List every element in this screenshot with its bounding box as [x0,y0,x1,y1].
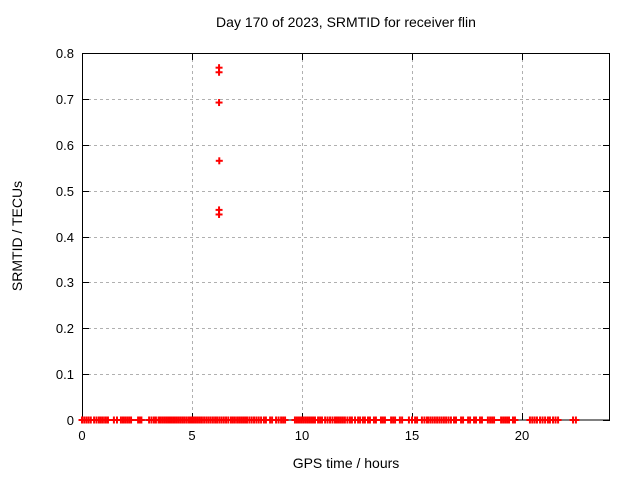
data-point-marker [215,157,223,165]
data-point-marker [478,416,486,424]
y-tick-label: 0.5 [56,184,74,199]
data-point-marker [398,416,406,424]
gridlines [82,53,610,420]
data-point-marker [104,416,112,424]
data-point-marker [511,416,519,424]
data-point-marker [127,416,135,424]
tick-labels: 0 5 10 15 20 0 0.1 0.2 0.3 0.4 0.5 0.6 0.7 0.8 [56,46,529,443]
data-point-marker [281,416,289,424]
x-tick-label: 15 [405,428,419,443]
y-tick-label: 0 [67,413,74,428]
data-points [78,64,580,424]
x-tick-label: 0 [78,428,85,443]
y-tick-label: 0.2 [56,321,74,336]
data-point-marker [137,416,145,424]
x-axis-title: GPS time / hours [293,455,400,471]
data-point-marker [381,416,389,424]
data-point-marker [215,99,223,107]
data-point-marker [215,210,223,218]
x-tick-label: 5 [188,428,195,443]
y-tick-label: 0.8 [56,46,74,61]
y-axis-title: SRMTID / TECUs [9,181,25,291]
chart-title: Day 170 of 2023, SRMTID for receiver fli… [216,14,476,30]
y-tick-label: 0.6 [56,138,74,153]
x-tick-label: 10 [295,428,309,443]
y-tick-label: 0.4 [56,230,74,245]
data-point-marker [490,416,498,424]
y-tick-label: 0.3 [56,275,74,290]
y-tick-label: 0.1 [56,367,74,382]
y-tick-label: 0.7 [56,92,74,107]
data-point-marker [215,68,223,76]
data-point-marker [572,416,580,424]
x-tick-label: 20 [515,428,529,443]
data-point-marker [554,416,562,424]
